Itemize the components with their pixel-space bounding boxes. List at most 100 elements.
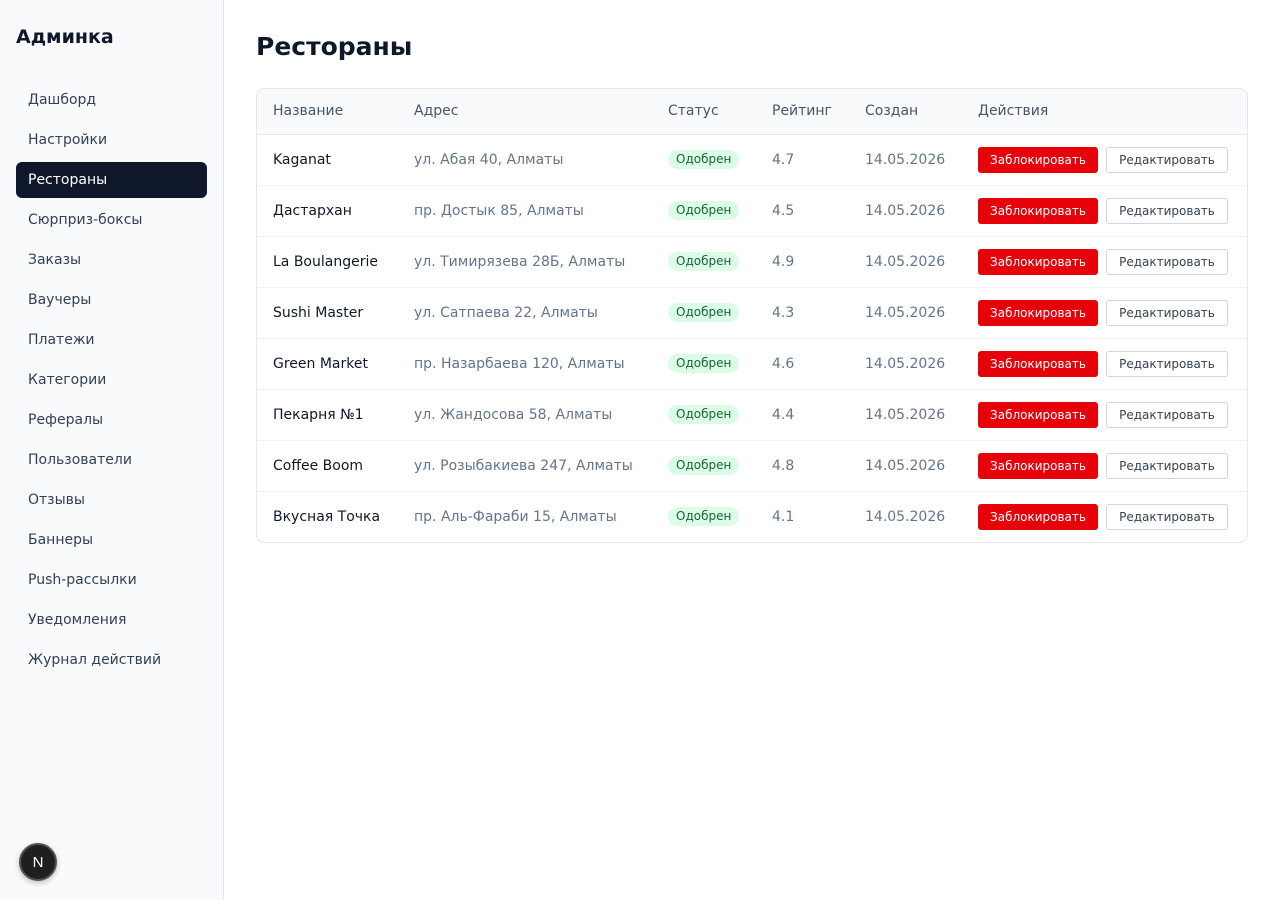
restaurant-rating: 4.3 bbox=[772, 304, 795, 321]
row-actions: Заблокировать Редактировать bbox=[978, 503, 1247, 530]
sidebar-item-surprise-boxes[interactable]: Сюрприз-боксы bbox=[28, 212, 143, 228]
table-row: Дастархан пр. Достык 85, Алматы Одобрен 4.5… bbox=[257, 185, 1247, 236]
restaurant-name: Green Market bbox=[273, 355, 368, 372]
restaurant-address: ул. Тимирязева 28Б, Алматы bbox=[414, 253, 626, 270]
table-row: Green Market пр. Назарбаева 120, Алматы Од… bbox=[257, 338, 1247, 389]
sidebar-item-restaurants[interactable]: Рестораны bbox=[16, 162, 207, 198]
sidebar-item-referrals[interactable]: Рефералы bbox=[28, 412, 104, 428]
block-button[interactable]: Заблокировать bbox=[978, 452, 1098, 479]
block-button[interactable]: Заблокировать bbox=[978, 503, 1098, 530]
edit-button[interactable]: Редактировать bbox=[1106, 248, 1228, 275]
actions-cell: Заблокировать Редактировать bbox=[962, 338, 1247, 389]
restaurant-address: пр. Достык 85, Алматы bbox=[414, 202, 584, 219]
status-cell: Одобрен bbox=[652, 287, 756, 338]
row-actions: Заблокировать Редактировать bbox=[978, 248, 1247, 275]
restaurant-name: Вкусная Точка bbox=[273, 508, 381, 525]
status-badge: Одобрен bbox=[668, 150, 740, 169]
restaurant-address: ул. Розыбакиева 247, Алматы bbox=[414, 457, 633, 474]
block-button[interactable]: Заблокировать bbox=[978, 248, 1098, 275]
restaurant-address: ул. Сатпаева 22, Алматы bbox=[414, 304, 598, 321]
restaurant-rating: 4.4 bbox=[772, 406, 795, 423]
status-badge: Одобрен bbox=[668, 456, 740, 475]
table-row: Вкусная Точка пр. Аль-Фараби 15, Алматы Од… bbox=[257, 491, 1247, 542]
actions-cell: Заблокировать Редактировать bbox=[962, 287, 1247, 338]
sidebar-item-categories[interactable]: Категории bbox=[28, 372, 107, 388]
restaurant-created: 14.05.2026 bbox=[865, 508, 946, 525]
status-cell: Одобрен bbox=[652, 134, 756, 185]
sidebar-item-reviews[interactable]: Отзывы bbox=[28, 492, 85, 508]
next-dev-badge[interactable]: N bbox=[19, 843, 57, 881]
sidebar-item-payments[interactable]: Платежи bbox=[28, 332, 95, 348]
column-header-created: Создан bbox=[849, 89, 962, 135]
block-button[interactable]: Заблокировать bbox=[978, 299, 1098, 326]
block-button[interactable]: Заблокировать bbox=[978, 401, 1098, 428]
sidebar-item-settings[interactable]: Настройки bbox=[28, 132, 108, 148]
edit-button[interactable]: Редактировать bbox=[1106, 197, 1228, 224]
column-header-name: Название bbox=[257, 89, 398, 135]
restaurant-created: 14.05.2026 bbox=[865, 253, 946, 270]
restaurants-table: Название Адрес Статус Рейтинг Создан Дей… bbox=[257, 89, 1247, 542]
status-badge: Одобрен bbox=[668, 252, 740, 271]
block-button[interactable]: Заблокировать bbox=[978, 350, 1098, 377]
restaurant-address: ул. Абая 40, Алматы bbox=[414, 151, 564, 168]
sidebar-item-notifications[interactable]: Уведомления bbox=[28, 612, 127, 628]
table-header-row: Название Адрес Статус Рейтинг Создан Дей… bbox=[257, 89, 1247, 135]
row-actions: Заблокировать Редактировать bbox=[978, 299, 1247, 326]
restaurant-name: Дастархан bbox=[273, 202, 352, 219]
column-header-actions: Действия bbox=[962, 89, 1247, 135]
restaurants-table-card: Название Адрес Статус Рейтинг Создан Дей… bbox=[256, 88, 1248, 543]
actions-cell: Заблокировать Редактировать bbox=[962, 236, 1247, 287]
status-cell: Одобрен bbox=[652, 440, 756, 491]
row-actions: Заблокировать Редактировать bbox=[978, 452, 1247, 479]
table-row: La Boulangerie ул. Тимирязева 28Б, Алматы… bbox=[257, 236, 1247, 287]
restaurant-created: 14.05.2026 bbox=[865, 304, 946, 321]
svg-text:N: N bbox=[33, 854, 44, 871]
restaurant-name: Coffee Boom bbox=[273, 457, 364, 474]
restaurant-created: 14.05.2026 bbox=[865, 202, 946, 219]
actions-cell: Заблокировать Редактировать bbox=[962, 185, 1247, 236]
restaurant-name: Пекарня №1 bbox=[273, 406, 364, 423]
restaurant-created: 14.05.2026 bbox=[865, 151, 946, 168]
edit-button[interactable]: Редактировать bbox=[1106, 146, 1228, 173]
edit-button[interactable]: Редактировать bbox=[1106, 503, 1228, 530]
restaurant-rating: 4.6 bbox=[772, 355, 795, 372]
row-actions: Заблокировать Редактировать bbox=[978, 146, 1247, 173]
status-cell: Одобрен bbox=[652, 338, 756, 389]
sidebar-item-orders[interactable]: Заказы bbox=[28, 252, 82, 268]
block-button[interactable]: Заблокировать bbox=[978, 146, 1098, 173]
status-badge: Одобрен bbox=[668, 354, 740, 373]
actions-cell: Заблокировать Редактировать bbox=[962, 389, 1247, 440]
table-row: Sushi Master ул. Сатпаева 22, Алматы Одобр… bbox=[257, 287, 1247, 338]
edit-button[interactable]: Редактировать bbox=[1106, 350, 1228, 377]
actions-cell: Заблокировать Редактировать bbox=[962, 134, 1247, 185]
status-badge: Одобрен bbox=[668, 405, 740, 424]
row-actions: Заблокировать Редактировать bbox=[978, 350, 1247, 377]
table-row: Kaganat ул. Абая 40, Алматы Одобрен 4.7 14.0… bbox=[257, 134, 1247, 185]
edit-button[interactable]: Редактировать bbox=[1106, 299, 1228, 326]
table-body: Kaganat ул. Абая 40, Алматы Одобрен 4.7 14.0… bbox=[257, 134, 1247, 542]
restaurant-address: пр. Назарбаева 120, Алматы bbox=[414, 355, 625, 372]
sidebar-item-audit-log[interactable]: Журнал действий bbox=[28, 652, 162, 668]
row-actions: Заблокировать Редактировать bbox=[978, 197, 1247, 224]
column-header-rating: Рейтинг bbox=[756, 89, 849, 135]
sidebar-item-push[interactable]: Push-рассылки bbox=[28, 572, 137, 588]
restaurant-rating: 4.5 bbox=[772, 202, 795, 219]
sidebar-item-dashboard[interactable]: Дашборд bbox=[28, 92, 97, 108]
edit-button[interactable]: Редактировать bbox=[1106, 452, 1228, 479]
column-header-address: Адрес bbox=[398, 89, 652, 135]
table-row: Пекарня №1 ул. Жандосова 58, Алматы Одобре… bbox=[257, 389, 1247, 440]
sidebar-item-vouchers[interactable]: Ваучеры bbox=[28, 292, 92, 308]
sidebar-item-banners[interactable]: Баннеры bbox=[28, 532, 94, 548]
restaurant-name: La Boulangerie bbox=[273, 253, 378, 270]
actions-cell: Заблокировать Редактировать bbox=[962, 440, 1247, 491]
status-badge: Одобрен bbox=[668, 507, 740, 527]
page-title: Рестораны bbox=[256, 32, 413, 61]
restaurant-rating: 4.9 bbox=[772, 253, 795, 270]
edit-button[interactable]: Редактировать bbox=[1106, 401, 1228, 428]
status-cell: Одобрен bbox=[652, 185, 756, 236]
restaurant-rating: 4.7 bbox=[772, 151, 795, 168]
block-button[interactable]: Заблокировать bbox=[978, 197, 1098, 224]
table-row: Coffee Boom ул. Розыбакиева 247, Алматы Од… bbox=[257, 440, 1247, 491]
restaurant-name: Sushi Master bbox=[273, 304, 364, 321]
sidebar-item-users[interactable]: Пользователи bbox=[28, 452, 132, 468]
